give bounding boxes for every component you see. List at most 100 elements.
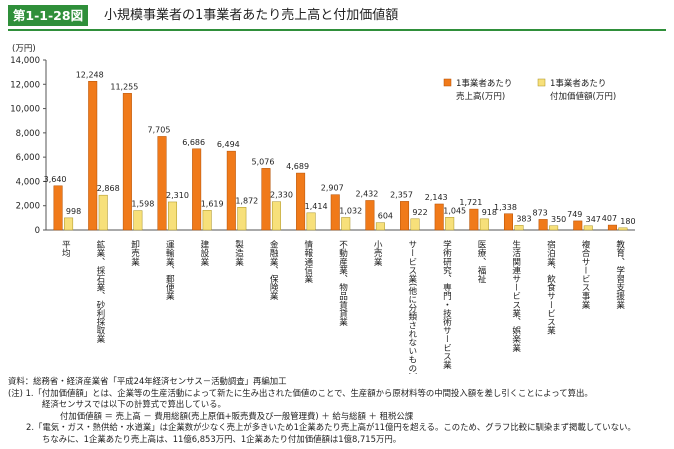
y-tick-label: 6,000	[16, 153, 40, 163]
bar-value-added	[133, 210, 143, 231]
bar-chart: (万円) 0 2,000 4,000 6,000 8,000 10,000 12,000 14,…	[10, 44, 635, 374]
category-label: 教育、学習支援業	[615, 239, 625, 310]
category-label: 金融業、保険業	[268, 239, 278, 302]
category-label: サービス業(他に分類されないもの)	[407, 240, 417, 374]
bar-sales	[365, 200, 375, 231]
y-tick-label: 2,000	[16, 202, 40, 212]
note-2-continued: ちなみに、1企業あたり売上高は、11億6,853万円、1企業あたり付加価値額は1…	[42, 433, 402, 444]
bar-value-added	[98, 194, 108, 231]
data-label-value-added: 2,868	[97, 184, 120, 193]
bar-sales	[330, 194, 340, 231]
category-label: 卸売業	[130, 239, 140, 267]
bar-value-added	[445, 217, 455, 231]
data-label-sales: 2,907	[321, 184, 344, 193]
category-label: 情報通信業	[303, 239, 313, 284]
data-label-value-added: 922	[412, 208, 427, 217]
bar-value-added	[202, 210, 212, 231]
note-1: (注) 1.「付加価値額」とは、企業等の生産活動によって新たに生み出された価値の…	[8, 387, 593, 398]
y-tick-label: 10,000	[10, 105, 40, 115]
note-2: 2.「電気・ガス・熱供給・水道業」は企業数が少なく売上が多きいため1企業あたり売…	[26, 422, 636, 433]
category-label: 鉱業、採石業、砂利採取業	[95, 239, 105, 345]
category-label: 生活関連サービス業、娯楽業	[511, 239, 521, 353]
data-label-value-added: 347	[586, 215, 601, 224]
bar-value-added	[375, 222, 385, 231]
data-label-value-added: 1,619	[201, 199, 224, 208]
category-label: 不動産業、物品賃貸業	[338, 240, 348, 327]
bar-value-added	[306, 212, 316, 231]
legend-label-value-added-2: 付加価値額(万円)	[550, 91, 616, 102]
data-label-value-added: 1,414	[305, 202, 328, 211]
category-label: 運輸業、郵便業	[164, 240, 174, 302]
bar-sales	[192, 148, 202, 231]
data-label-value-added: 1,032	[339, 206, 362, 215]
bar-sales	[157, 136, 167, 231]
legend-label-sales-2: 売上高(万円)	[456, 91, 505, 102]
category-label: 医療、福祉	[476, 240, 486, 284]
bar-sales	[53, 185, 63, 231]
bar-sales	[122, 93, 132, 231]
data-label-value-added: 1,598	[131, 200, 154, 209]
bar-value-added	[410, 218, 420, 231]
category-label: 宿泊業、飲食サービス業	[545, 239, 555, 336]
bar-sales	[261, 168, 271, 231]
data-label-sales: 4,689	[286, 162, 309, 171]
bar-value-added	[549, 225, 559, 231]
data-label-value-added: 383	[516, 214, 531, 223]
legend-label-sales: 1事業者あたり	[456, 78, 512, 89]
y-tick-label: 4,000	[16, 177, 40, 187]
bar-sales	[296, 172, 306, 231]
data-label-sales: 11,255	[110, 82, 138, 91]
figure-title: 小規模事業者の1事業者あたり売上高と付加価値額	[104, 8, 399, 23]
bar-sales	[88, 81, 98, 231]
bar-sales	[469, 208, 479, 231]
bar-value-added	[64, 217, 74, 231]
data-label-value-added: 604	[378, 212, 393, 221]
bar-value-added	[618, 227, 628, 231]
data-label-sales: 749	[567, 210, 582, 219]
bar-sales	[573, 220, 583, 231]
data-label-sales: 407	[602, 214, 617, 223]
data-label-sales: 3,640	[44, 175, 67, 184]
figure-label: 第1-1-28図	[8, 5, 88, 26]
y-tick-label: 0	[35, 226, 40, 236]
data-label-sales: 6,494	[217, 140, 240, 149]
data-label-sales: 2,432	[355, 189, 378, 198]
data-label-value-added: 918	[482, 208, 497, 217]
bar-sales	[503, 213, 513, 231]
bar-sales	[607, 224, 617, 231]
y-tick-label: 14,000	[10, 56, 40, 66]
category-label: 製造業	[234, 239, 244, 267]
bar-sales	[226, 150, 236, 231]
bar-value-added	[514, 225, 524, 231]
bar-sales	[434, 203, 444, 231]
y-tick-label: 12,000	[10, 80, 40, 90]
data-label-sales: 1,721	[459, 198, 482, 207]
bar-value-added	[583, 225, 593, 231]
y-tick-label: 8,000	[16, 129, 40, 139]
data-label-sales: 5,076	[252, 157, 275, 166]
formula: 付加価値額 ＝ 売上高 － 費用総額(売上原価+販売費及び一般管理費) ＋ 給与…	[60, 410, 414, 421]
category-label: 小売業	[372, 240, 382, 267]
category-label: 平均	[60, 240, 70, 259]
note-1-continued: 経済センサスでは以下の計算式で算出している。	[42, 399, 226, 410]
data-label-sales: 2,143	[425, 193, 448, 202]
category-label: 学術研究、専門・技術サービス業	[441, 239, 451, 370]
bar-value-added	[237, 207, 247, 231]
data-label-sales: 2,357	[390, 190, 413, 199]
data-label-sales: 1,338	[494, 203, 517, 212]
category-label: 建設業	[199, 239, 209, 267]
data-label-value-added: 1,872	[235, 196, 258, 205]
notes: 資料：総務省・経済産業省「平成24年経済センサス－活動調査」再編加工 (注) 1…	[8, 376, 668, 446]
legend-swatch-sales	[443, 78, 452, 87]
data-label-sales: 6,686	[182, 138, 205, 147]
legend-swatch-value-added	[537, 78, 546, 87]
data-label-sales: 873	[532, 208, 547, 217]
data-label-value-added: 2,310	[166, 191, 189, 200]
bar-value-added	[341, 217, 351, 231]
y-axis-unit: (万円)	[12, 44, 36, 54]
bar-value-added	[479, 218, 489, 231]
data-label-value-added: 1,045	[443, 206, 466, 215]
data-label-sales: 12,248	[76, 70, 104, 79]
category-label: 複合サービス事業	[580, 239, 590, 310]
bar-value-added	[168, 201, 178, 231]
